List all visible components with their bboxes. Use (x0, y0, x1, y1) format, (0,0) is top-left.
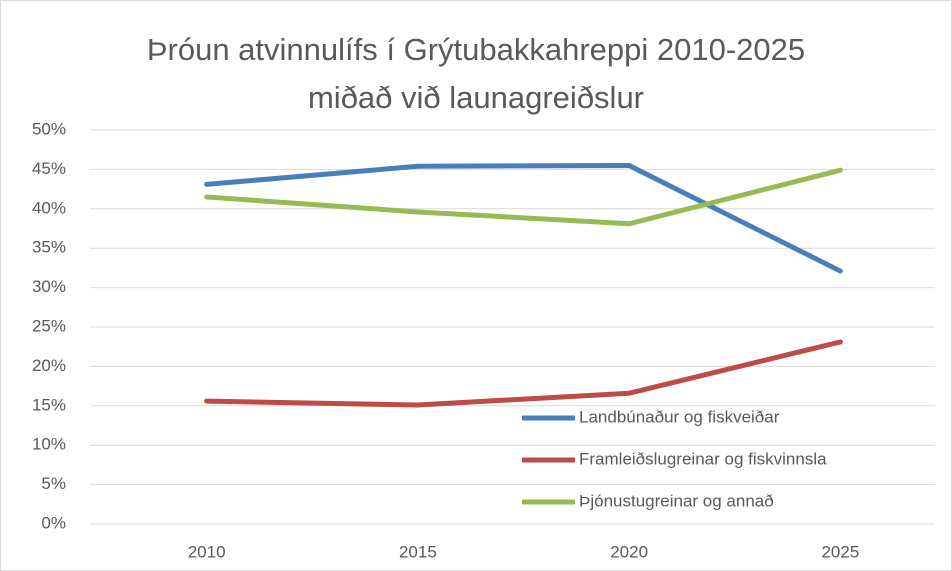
series-line (204, 167, 843, 227)
chart-title: Þróun atvinnulífs í Grýtubakkahreppi 201… (147, 32, 805, 67)
y-tick-label: 5% (41, 474, 66, 493)
series-line (204, 162, 843, 274)
x-tick-label: 2010 (188, 542, 226, 561)
legend-label: Framleiðslugreinar og fiskvinnsla (579, 449, 827, 468)
x-tick-label: 2025 (821, 542, 859, 561)
y-tick-label: 20% (32, 356, 66, 375)
legend-label: Þjónustugreinar og annað (579, 491, 774, 510)
x-tick-label: 2015 (399, 542, 437, 561)
y-tick-label: 0% (41, 513, 66, 532)
y-tick-label: 15% (32, 395, 66, 414)
y-tick-label: 35% (32, 238, 66, 257)
chart-title: miðað við launagreiðslur (308, 80, 644, 115)
y-tick-label: 45% (32, 159, 66, 178)
x-tick-label: 2020 (610, 542, 648, 561)
y-tick-label: 50% (32, 119, 66, 138)
legend-label: Landbúnaður og fiskveiðar (579, 407, 780, 426)
y-tick-label: 10% (32, 435, 66, 454)
y-tick-label: 25% (32, 316, 66, 335)
series-line (204, 339, 843, 408)
y-tick-label: 40% (32, 198, 66, 217)
y-tick-label: 30% (32, 277, 66, 296)
